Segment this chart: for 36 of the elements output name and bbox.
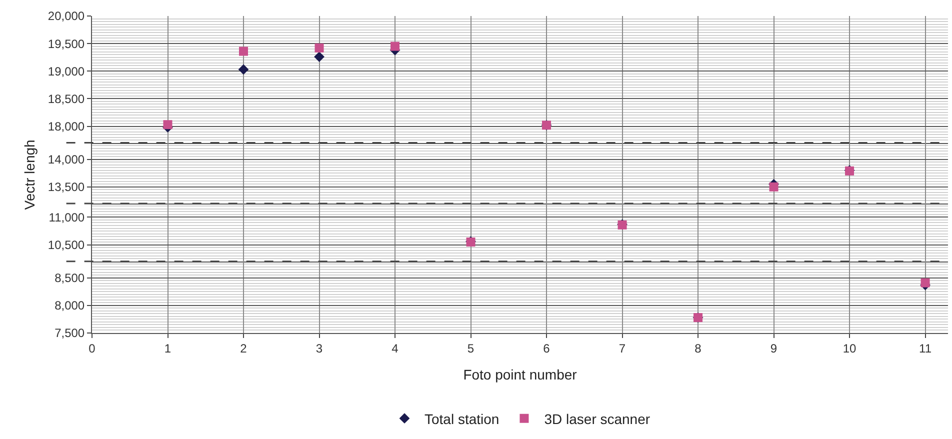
y-tick-label: 19,500 xyxy=(48,36,85,51)
y-tick-label: 8,500 xyxy=(54,271,85,286)
point xyxy=(314,43,324,52)
y-tick-label: 11,000 xyxy=(48,210,85,224)
x-tick-label: 6 xyxy=(543,341,550,356)
x-tick-label: 11 xyxy=(919,341,932,356)
y-tick-label: 14,000 xyxy=(48,152,85,167)
point xyxy=(238,64,249,75)
point xyxy=(390,42,400,51)
y-tick-label: 7,500 xyxy=(54,326,85,340)
x-tick-label: 9 xyxy=(770,341,778,356)
y-tick-label: 18,500 xyxy=(48,92,85,106)
y-tick-label: 13,500 xyxy=(48,180,85,194)
y-tick-label: 19,000 xyxy=(48,64,85,78)
point xyxy=(920,278,930,288)
x-tick-label: 10 xyxy=(842,341,857,356)
y-tick-label: 20,000 xyxy=(48,9,85,24)
x-tick-label: 0 xyxy=(88,341,96,356)
point xyxy=(163,120,172,130)
x-tick-label: 5 xyxy=(467,341,474,356)
y-tick-label: 10,500 xyxy=(48,238,85,252)
y-axis-title: Vectr lengh xyxy=(22,140,38,210)
x-axis-title: Foto point number xyxy=(463,366,578,383)
x-tick-label: 1 xyxy=(164,341,172,356)
x-tick-label: 4 xyxy=(392,341,399,356)
point xyxy=(314,52,324,62)
legend-label: Total station xyxy=(424,410,500,427)
y-tick-label: 18,000 xyxy=(48,119,85,134)
legend-label: 3D laser scanner xyxy=(544,410,650,427)
x-tick-label: 2 xyxy=(240,341,248,356)
x-tick-label: 3 xyxy=(316,341,323,356)
point xyxy=(769,182,778,192)
x-tick-label: 7 xyxy=(618,341,626,356)
x-tick-label: 8 xyxy=(694,341,702,356)
y-tick-label: 8,000 xyxy=(54,298,85,313)
point xyxy=(239,46,248,56)
